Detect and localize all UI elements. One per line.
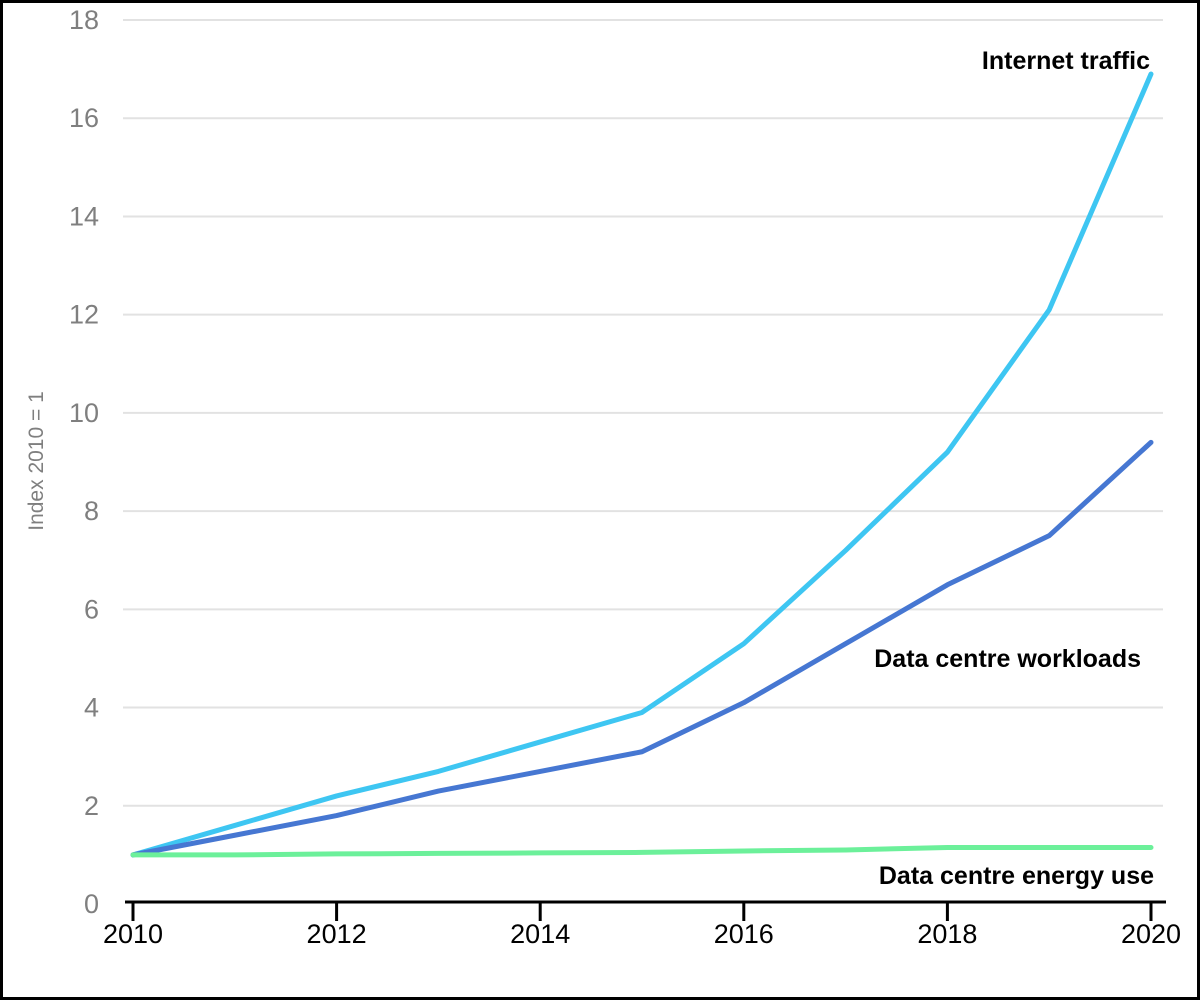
y-tick-label: 14 <box>69 201 99 231</box>
y-tick-label: 18 <box>69 5 99 35</box>
series-line-data-centre-energy-use <box>130 845 1154 858</box>
series-lines-layer <box>130 71 1154 858</box>
x-tick-label: 2012 <box>307 919 367 949</box>
y-tick-label: 12 <box>69 300 99 330</box>
line-chart: 0 2 4 6 8 10 12 14 16 18 2010 2012 2014 2016 2018 2020… <box>25 5 1181 949</box>
x-tick-labels: 2010 2012 2014 2016 2018 2020 <box>103 919 1181 949</box>
y-axis-title: Index 2010 = 1 <box>25 391 48 531</box>
series-label-data-centre-energy-use: Data centre energy use <box>879 862 1154 890</box>
x-tick-label: 2018 <box>917 919 977 949</box>
y-tick-label: 0 <box>84 889 99 919</box>
y-tick-label: 8 <box>84 496 99 526</box>
y-tick-label: 4 <box>84 693 99 723</box>
y-tick-label: 10 <box>69 398 99 428</box>
y-tick-label: 2 <box>84 791 99 821</box>
series-line-data-centre-workloads <box>130 439 1154 858</box>
y-tick-label: 16 <box>69 103 99 133</box>
series-label-internet-traffic: Internet traffic <box>982 47 1150 75</box>
x-tick-label: 2016 <box>714 919 774 949</box>
series-label-data-centre-workloads: Data centre workloads <box>874 645 1141 673</box>
y-tick-labels: 0 2 4 6 8 10 12 14 16 18 <box>69 5 99 919</box>
y-tick-label: 6 <box>84 594 99 624</box>
series-line-internet-traffic <box>130 71 1154 858</box>
x-tick-label: 2014 <box>510 919 570 949</box>
x-tick-label: 2010 <box>103 919 163 949</box>
axis-layer <box>125 900 1166 921</box>
gridlines-layer <box>123 19 1163 807</box>
x-tick-label: 2020 <box>1121 919 1181 949</box>
